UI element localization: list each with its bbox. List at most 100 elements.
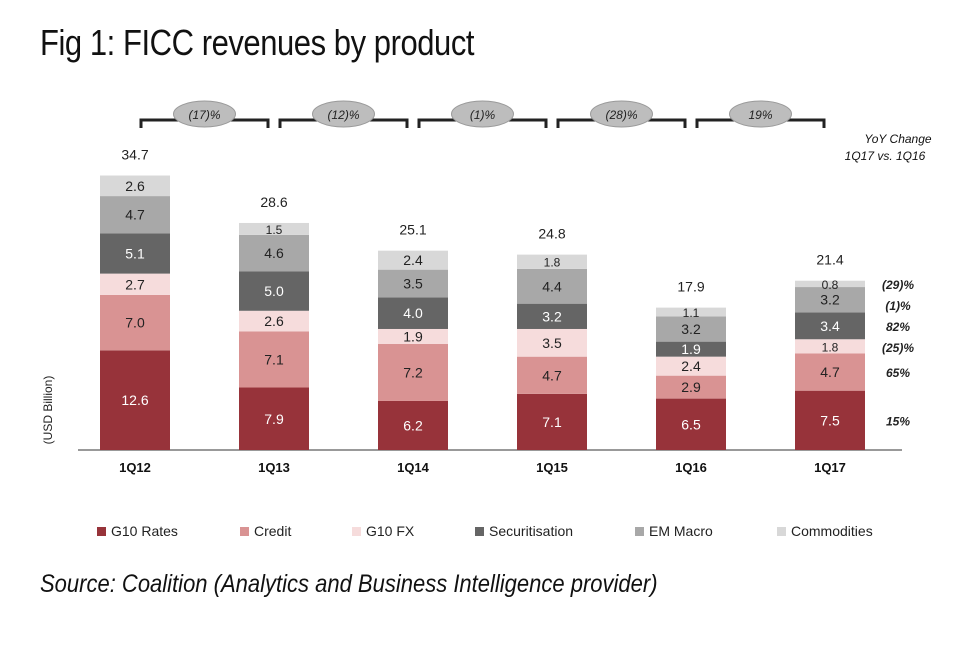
bar-segment [378, 297, 448, 329]
segment-label: 2.4 [681, 358, 701, 374]
segment-label: 7.1 [542, 414, 562, 430]
y-axis-label: (USD Billion) [41, 376, 55, 445]
bar-segment [795, 390, 865, 450]
bar-segment [100, 175, 170, 197]
chart-title: Fig 1: FICC revenues by product [40, 22, 475, 63]
bar-segment [239, 271, 309, 311]
segment-label: 2.9 [681, 379, 701, 395]
bar-segment [656, 307, 726, 317]
segment-label: 1.8 [544, 256, 561, 270]
bar-segment [378, 269, 448, 298]
segment-label: 12.6 [121, 392, 148, 408]
yoy-change-label: 82% [886, 320, 910, 334]
bar-segment [100, 233, 170, 274]
period-change-bubble [590, 100, 653, 128]
bar-segment [239, 222, 309, 235]
period-change-bubble [173, 100, 236, 128]
bar-segment [100, 294, 170, 351]
legend-swatch [777, 526, 786, 536]
segment-label: 2.6 [125, 178, 145, 194]
bar-total-label: 17.9 [677, 279, 704, 295]
legend-label: Commodities [791, 523, 873, 539]
bar-segment [378, 400, 448, 450]
bar-segment [656, 316, 726, 342]
segment-label: 5.1 [125, 245, 145, 261]
segment-label: 7.9 [264, 411, 284, 427]
yoy-change-label: 65% [886, 366, 910, 380]
segment-label: 3.2 [681, 321, 701, 337]
segment-label: 4.7 [125, 207, 145, 223]
segment-label: 4.7 [542, 367, 562, 383]
bar-segment [239, 310, 309, 332]
bar-segment [656, 341, 726, 357]
yoy-change-label: (1)% [885, 299, 911, 313]
legend-item: Securitisation [475, 523, 573, 539]
legend-swatch [97, 526, 106, 536]
bar-segment [378, 344, 448, 401]
segment-label: 1.9 [681, 341, 701, 357]
period-change-bubble [312, 100, 375, 128]
segment-label: 6.5 [681, 416, 701, 432]
segment-label: 0.8 [822, 278, 839, 292]
segment-label: 7.2 [403, 364, 423, 380]
bar-segment [378, 328, 448, 345]
segment-label: 2.6 [264, 313, 284, 329]
legend-item: Commodities [777, 523, 873, 539]
legend-swatch [635, 526, 644, 536]
bar-segment [517, 393, 587, 450]
bar-segment [795, 280, 865, 288]
period-change-label: (1)% [470, 108, 496, 122]
x-tick-label: 1Q16 [675, 460, 707, 475]
segment-label: 3.4 [820, 318, 840, 334]
yoy-change-label: (25)% [882, 341, 914, 355]
segment-label: 7.1 [264, 351, 284, 367]
legend-item: G10 FX [352, 523, 414, 539]
segment-label: 3.2 [820, 292, 840, 308]
segment-label: 4.4 [542, 278, 562, 294]
bar-total-label: 34.7 [121, 147, 148, 163]
legend-swatch [352, 526, 361, 536]
legend-item: G10 Rates [97, 523, 178, 539]
yoy-subtitle: 1Q17 vs. 1Q16 [845, 149, 926, 163]
legend-swatch [475, 526, 484, 536]
segment-label: 3.5 [403, 275, 423, 291]
bar-segment [795, 353, 865, 391]
legend-item: EM Macro [635, 523, 713, 539]
source-note: Source: Coalition (Analytics and Busines… [40, 570, 658, 598]
segment-label: 3.2 [542, 308, 562, 324]
segment-label: 1.5 [266, 223, 283, 237]
bar-segment [795, 287, 865, 313]
legend-label: Securitisation [489, 523, 574, 539]
legend-swatch [240, 526, 249, 536]
bar-segment [517, 268, 587, 304]
bar-segment [100, 350, 170, 450]
bar-total-label: 24.8 [538, 226, 565, 242]
bar-segment [656, 375, 726, 399]
bar-total-label: 25.1 [399, 222, 426, 238]
x-tick-label: 1Q13 [258, 460, 290, 475]
segment-label: 1.9 [403, 328, 423, 344]
period-change-label: (17)% [188, 108, 220, 122]
bar-segment [656, 398, 726, 450]
period-change-bubble [729, 100, 792, 128]
segment-label: 6.2 [403, 417, 423, 433]
bar-segment [517, 328, 587, 357]
x-tick-label: 1Q14 [397, 460, 430, 475]
bar-total-label: 28.6 [260, 194, 287, 210]
segment-label: 7.5 [820, 412, 840, 428]
yoy-title: YoY Change [864, 132, 931, 146]
yoy-change-label: (29)% [882, 278, 914, 292]
x-tick-label: 1Q15 [536, 460, 568, 475]
bar-segment [100, 196, 170, 234]
segment-label: 7.0 [125, 315, 145, 331]
legend-label: Credit [254, 523, 292, 539]
bar-segment [239, 387, 309, 450]
bar-segment [239, 331, 309, 388]
bar-segment [517, 254, 587, 269]
x-tick-label: 1Q12 [119, 460, 151, 475]
bar-segment [795, 312, 865, 340]
segment-label: 4.0 [403, 305, 423, 321]
segment-label: 5.0 [264, 283, 284, 299]
bar-segment [100, 273, 170, 295]
